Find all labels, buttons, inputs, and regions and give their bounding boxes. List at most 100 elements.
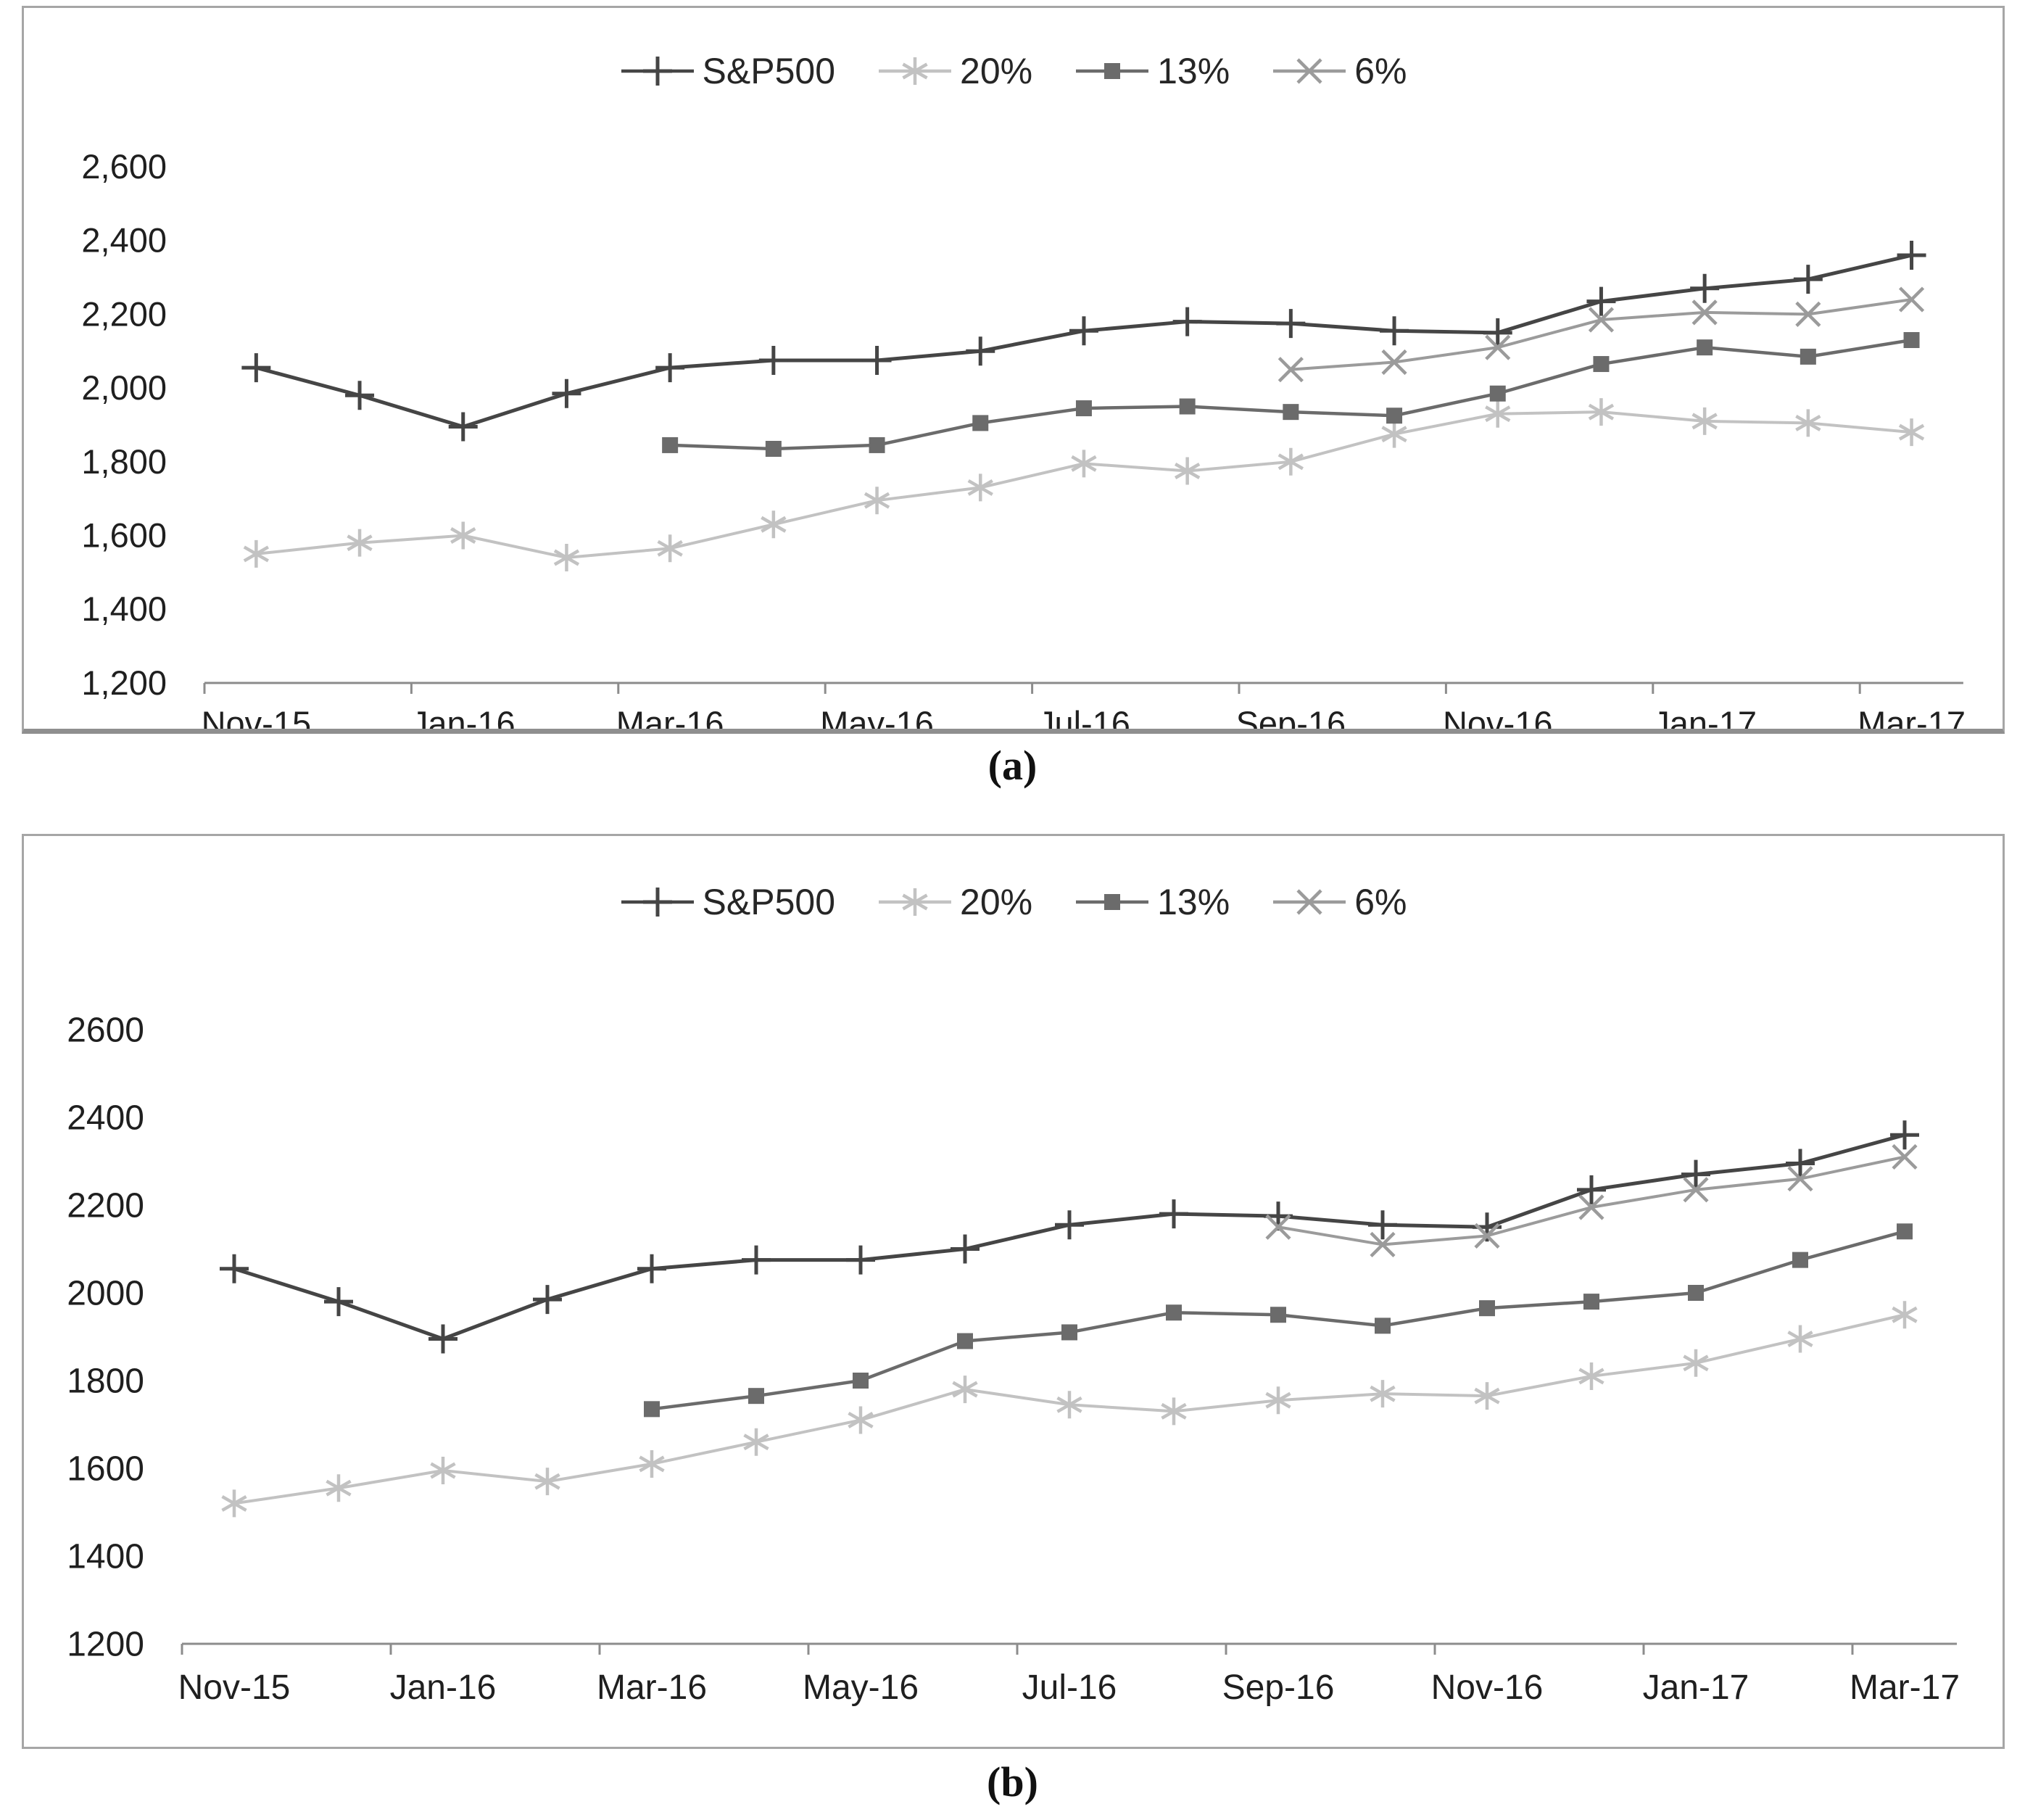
square-marker-icon bbox=[1104, 894, 1121, 910]
x-axis-tick-label: Mar-16 bbox=[597, 1668, 707, 1707]
legend-label: 13% bbox=[1157, 882, 1230, 922]
y-axis-tick-label: 1,800 bbox=[81, 442, 167, 481]
legend-item-13pct: 13% bbox=[1074, 50, 1230, 92]
plus-marker-icon bbox=[1159, 1199, 1188, 1229]
plus-marker-icon bbox=[1172, 307, 1202, 336]
plus-marker-icon bbox=[862, 345, 892, 375]
x-axis-tick-label: May-16 bbox=[820, 704, 934, 729]
asterisk-marker-icon bbox=[1795, 409, 1821, 437]
legend-item-6pct: 6% bbox=[1272, 50, 1407, 92]
x-marker-icon bbox=[1787, 1166, 1813, 1192]
x-axis-tick-label: Jan-17 bbox=[1652, 704, 1757, 729]
plus-marker-icon bbox=[324, 1287, 353, 1317]
series-line-13 bbox=[668, 338, 1913, 451]
asterisk-marker-icon bbox=[1787, 1325, 1813, 1353]
asterisk-marker-icon bbox=[639, 1449, 665, 1478]
square-marker-icon bbox=[869, 437, 885, 453]
asterisk-marker-icon bbox=[1588, 398, 1615, 426]
chart-panel-b: 2600 2400 2200 2000 1800 1600 1400 1200 Nov-15 Ja… bbox=[22, 834, 2005, 1749]
legend-label: 13% bbox=[1157, 51, 1230, 91]
square-marker-icon bbox=[1166, 1304, 1182, 1321]
plus-marker-icon bbox=[642, 57, 672, 86]
plus-marker-icon bbox=[966, 336, 995, 366]
square-marker-icon bbox=[972, 415, 989, 431]
asterisk-marker-icon bbox=[1485, 400, 1511, 428]
asterisk-marker-icon bbox=[761, 510, 787, 539]
plus-marker-icon bbox=[428, 1324, 457, 1354]
asterisk-marker-icon bbox=[848, 1406, 874, 1434]
x-marker-icon bbox=[1578, 1194, 1604, 1220]
square-marker-icon bbox=[1076, 63, 1149, 79]
plus-marker-icon bbox=[655, 353, 685, 383]
x-axis-tick-label: Mar-17 bbox=[1850, 1668, 1960, 1707]
plus-marker-icon bbox=[1897, 241, 1926, 270]
asterisk-marker-icon bbox=[1898, 418, 1925, 447]
asterisk-marker-icon bbox=[1683, 1349, 1709, 1377]
y-axis-tick-label: 1600 bbox=[67, 1449, 144, 1488]
plus-marker-icon bbox=[1483, 318, 1512, 347]
legend-label: 20% bbox=[960, 51, 1033, 91]
square-marker-icon bbox=[1061, 1324, 1077, 1341]
asterisk-marker-icon bbox=[243, 539, 270, 568]
legend-label: S&P500 bbox=[702, 51, 836, 91]
plus-marker-icon bbox=[1586, 286, 1616, 316]
x-marker-icon bbox=[1588, 307, 1615, 333]
asterisk-marker-icon bbox=[1691, 407, 1718, 435]
x-marker-icon bbox=[1898, 286, 1925, 313]
asterisk-marker-icon bbox=[1056, 1391, 1082, 1419]
square-marker-icon bbox=[1375, 1318, 1391, 1334]
legend-item-6pct: 6% bbox=[1272, 881, 1407, 923]
y-axis-tick-label: 1,600 bbox=[81, 516, 167, 554]
square-marker-icon bbox=[1792, 1252, 1808, 1268]
plus-marker-icon bbox=[1681, 1159, 1710, 1189]
asterisk-marker-icon bbox=[347, 529, 373, 557]
square-marker-icon bbox=[1179, 398, 1196, 415]
asterisk-marker-icon bbox=[1578, 1362, 1604, 1390]
plus-marker-icon bbox=[1276, 309, 1306, 339]
chart-b-plot: 2600 2400 2200 2000 1800 1600 1400 1200 Nov-15 Ja… bbox=[67, 1011, 1960, 1707]
legend-item-20pct: 20% bbox=[877, 881, 1032, 923]
square-marker-icon bbox=[1583, 1294, 1599, 1310]
square-marker-icon bbox=[662, 437, 679, 453]
x-axis-tick-label: Jan-17 bbox=[1643, 1668, 1749, 1707]
x-axis-tick-label: Jan-16 bbox=[390, 1668, 497, 1707]
asterisk-marker-icon bbox=[221, 1489, 247, 1518]
chart-panel-a: 2,600 2,400 2,200 2,000 1,800 1,600 1,400 1,200… bbox=[22, 6, 2005, 734]
x-marker-icon bbox=[1691, 299, 1718, 326]
x-axis-tick-label: Jul-16 bbox=[1022, 1668, 1117, 1707]
plus-marker-icon bbox=[1577, 1175, 1606, 1204]
x-axis-tick-label: May-16 bbox=[803, 1668, 919, 1707]
plus-marker-icon bbox=[241, 353, 271, 383]
square-marker-icon bbox=[1104, 63, 1121, 79]
y-axis-tick-label: 2,400 bbox=[81, 221, 167, 260]
y-axis-tick-label: 2400 bbox=[67, 1099, 144, 1137]
x-marker-icon bbox=[1795, 301, 1821, 327]
chart-a-legend: S&P500 20% 13% 6% bbox=[24, 50, 2003, 92]
asterisk-marker-icon bbox=[864, 487, 890, 515]
plus-marker-icon bbox=[637, 1254, 666, 1283]
plus-marker-icon bbox=[1368, 1210, 1397, 1240]
y-axis-tick-label: 2,200 bbox=[81, 294, 167, 333]
asterisk-marker-icon bbox=[1277, 447, 1304, 476]
legend-item-13pct: 13% bbox=[1074, 881, 1230, 923]
chart-a-plot: 2,600 2,400 2,200 2,000 1,800 1,600 1,400 1,200… bbox=[81, 147, 1966, 729]
x-marker-icon bbox=[1277, 357, 1304, 383]
x-axis-tick-label: Mar-16 bbox=[616, 704, 724, 729]
plus-marker-icon bbox=[642, 888, 672, 917]
asterisk-marker-icon bbox=[1474, 1382, 1500, 1410]
x-axis-tick-label: Nov-16 bbox=[1431, 1668, 1544, 1707]
x-axis-tick-label: Jul-16 bbox=[1038, 704, 1130, 729]
asterisk-marker-icon bbox=[450, 521, 476, 550]
series-line-20 bbox=[254, 410, 1913, 560]
square-marker-icon bbox=[1593, 356, 1610, 373]
square-marker-icon bbox=[957, 1333, 973, 1349]
asterisk-marker-icon bbox=[326, 1474, 352, 1502]
x-marker-icon bbox=[1370, 1231, 1396, 1258]
plus-marker-icon bbox=[1690, 273, 1720, 303]
square-marker-icon bbox=[1283, 404, 1299, 421]
x-axis-tick-label: Mar-17 bbox=[1858, 704, 1966, 729]
plus-marker-icon bbox=[951, 1234, 980, 1264]
legend-label: 6% bbox=[1354, 882, 1407, 922]
asterisk-marker-icon bbox=[743, 1428, 769, 1456]
asterisk-marker-icon bbox=[952, 1376, 978, 1404]
